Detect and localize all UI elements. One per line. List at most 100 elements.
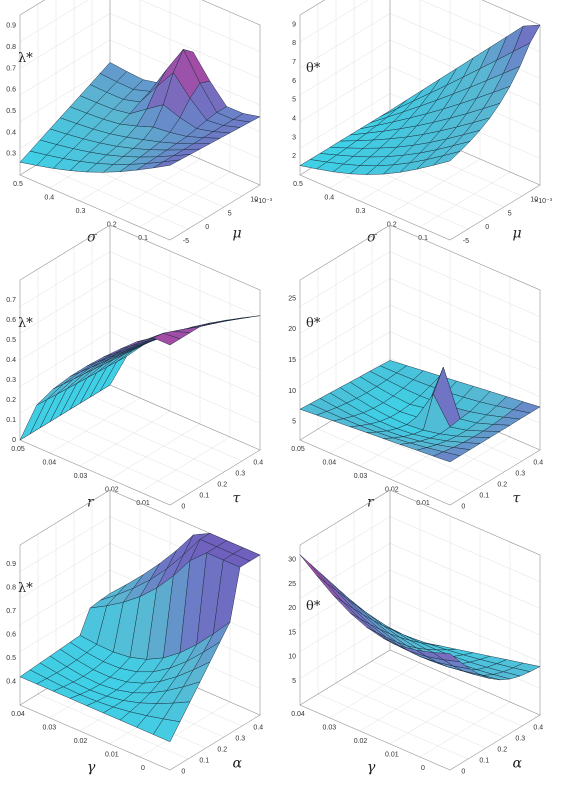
y-tick-label: 0 [461,504,465,511]
surface-patch [432,652,461,663]
x-tick-label: 0.5 [293,181,303,188]
grid-line-y [73,247,225,473]
z-tick-label: 0.5 [6,655,16,662]
z-tick-label: 10 [288,654,296,661]
x-tick-label: 0 [141,765,145,772]
x-tick-label: 0.03 [42,725,56,732]
surface-panel-4: 5 10 15 20 25 0.05 0.04 0.03 0.02 0.01 0 0.1 0.2 0.3 0… [288,224,543,511]
y-tick-label: -5 [463,238,469,245]
axis-box-back [389,489,541,715]
surface-patch [152,718,181,743]
axis-box-top [19,224,111,281]
z-tick-label: 0.6 [6,631,16,638]
z-tick-label: 0.4 [6,679,16,686]
y-tick-label: 5 [228,210,232,217]
z-tick-label: 6 [292,78,296,85]
y-tick-label: 0.4 [253,725,263,732]
z-tick-label: 5 [292,97,296,104]
surface-patch [152,332,181,346]
axis-box-top [299,489,391,546]
x-tick-label: 0.2 [107,222,117,229]
x-tick-label: 0.4 [44,195,54,202]
y-tick-label: 0.1 [479,758,489,765]
z-tick-label: 20 [288,605,296,612]
grid-line-x [109,264,201,480]
y-tick-label: 0.4 [533,725,543,732]
x-tick-label: 0.01 [105,752,119,759]
y-tick-label: 0.1 [199,493,209,500]
y-axis-label: τ [233,490,241,506]
z-tick-label: 0.1 [6,417,16,424]
y-tick-label: 0 [485,224,489,231]
y-axis-label: α [233,755,243,771]
axis-box-top [19,489,111,546]
z-tick-label: 0.7 [6,65,16,72]
y-tick-label: 0 [181,769,185,776]
x-tick-label: 0.02 [74,738,88,745]
z-tick-label: 5 [292,678,296,685]
x-tick-label: 0.02 [385,487,399,494]
x-tick-label: 0.03 [74,473,88,480]
x-tick-label: 0.05 [11,446,25,453]
z-axis-label: λ* [18,316,33,331]
z-tick-label: 0.2 [6,397,16,404]
x-tick-label: 0.05 [291,446,305,453]
grid-line-z [299,0,541,52]
z-tick-label: 0.4 [6,357,16,364]
z-axis-label: θ* [306,61,321,76]
surface-panel-6: 5 10 15 20 25 30 0.04 0.03 0.02 0.01 0 0 0.1 0.2 0.3 0.… [288,489,543,776]
z-tick-label: 30 [288,557,296,564]
y-axis-label: τ [513,490,521,506]
axis-box-back [109,489,261,715]
y-exponent-label: ×10⁻³ [254,198,273,205]
x-tick-label: 0.01 [385,752,399,759]
surface-patch [309,563,337,592]
y-tick-label: 0.2 [217,747,227,754]
z-tick-label: 7 [292,59,296,66]
surface-patch [316,575,344,603]
grid-line-y [371,501,523,727]
y-tick-label: 0.2 [497,747,507,754]
x-axis-label: r [367,495,375,511]
x-tick-label: 0.03 [322,725,336,732]
x-tick-label: 0.1 [138,235,148,242]
z-tick-label: 0.7 [6,608,16,615]
y-tick-label: 0 [181,504,185,511]
x-tick-label: 0 [421,765,425,772]
grid-line-x [139,277,231,493]
grid-line-y [91,236,243,462]
z-tick-label: 9 [292,21,296,28]
axis-box-back [389,224,541,450]
surface-patch [153,159,181,169]
y-tick-label: 10 [250,197,258,204]
axis-box [299,545,541,771]
x-tick-label: 0.01 [136,500,150,507]
z-axis-label: λ* [18,581,33,596]
x-tick-label: 0.03 [354,473,368,480]
y-tick-label: 0.3 [235,471,245,478]
z-tick-label: 0.8 [6,584,16,591]
z-tick-label: 0.6 [6,87,16,94]
grid-line-x [329,503,421,719]
y-tick-label: 0 [205,224,209,231]
z-tick-label: 0.4 [6,129,16,136]
x-tick-label: 0.04 [42,460,56,467]
x-tick-label: 0.04 [11,711,25,718]
z-tick-label: 25 [288,581,296,588]
z-tick-label: 0.9 [6,561,16,568]
z-tick-label: 15 [288,357,296,364]
z-tick-label: 0.3 [6,377,16,384]
y-tick-label: 0.4 [253,460,263,467]
z-tick-label: 15 [288,629,296,636]
grid-line-x [49,238,141,454]
grid-line-y [335,523,487,749]
y-axis-label: μ [233,225,242,241]
z-tick-label: 0.9 [6,23,16,30]
z-tick-label: 20 [288,326,296,333]
x-axis-label: γ [367,760,376,776]
z-axis-label: θ* [306,316,321,331]
surface-panel-3: 0 0.1 0.2 0.3 0.4 0.5 0.6 0.7 0.05 0.04 0.03 0.02 0.… [6,224,263,511]
surface-patch [432,150,461,166]
axis-box-top [299,224,391,281]
